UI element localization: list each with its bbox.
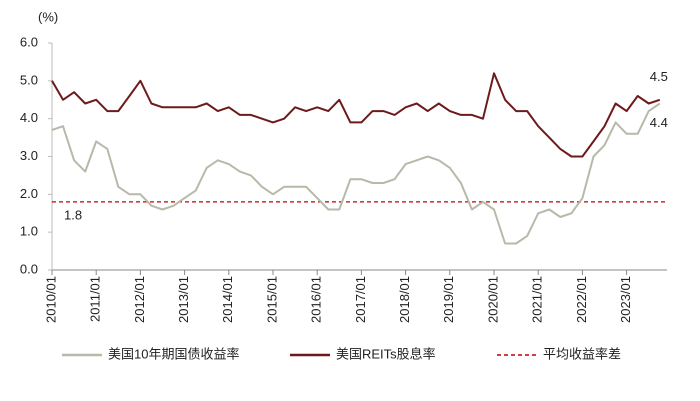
legend-label: 平均收益率差 xyxy=(543,346,621,361)
x-tick-label: 2015/01 xyxy=(264,276,279,323)
x-tick-label: 2023/01 xyxy=(618,276,633,323)
end-label: 4.4 xyxy=(650,115,668,130)
y-tick-label: 2.0 xyxy=(20,186,38,201)
end-label: 4.5 xyxy=(650,69,668,84)
y-tick-label: 5.0 xyxy=(20,72,38,87)
x-tick-label: 2016/01 xyxy=(309,276,324,323)
x-tick-label: 2019/01 xyxy=(441,276,456,323)
reference-label: 1.8 xyxy=(64,207,82,222)
y-tick-label: 6.0 xyxy=(20,34,38,49)
x-tick-label: 2010/01 xyxy=(43,276,58,323)
x-tick-label: 2013/01 xyxy=(176,276,191,323)
x-tick-label: 2022/01 xyxy=(574,276,589,323)
y-tick-label: 1.0 xyxy=(20,224,38,239)
x-tick-label: 2012/01 xyxy=(132,276,147,323)
legend-label: 美国10年期国债收益率 xyxy=(108,346,239,361)
y-tick-label: 3.0 xyxy=(20,148,38,163)
x-tick-label: 2018/01 xyxy=(397,276,412,323)
y-tick-label: 0.0 xyxy=(20,261,38,276)
x-tick-label: 2011/01 xyxy=(88,276,103,322)
x-tick-label: 2020/01 xyxy=(485,276,500,323)
x-tick-label: 2017/01 xyxy=(353,276,368,323)
legend-label: 美国REITs股息率 xyxy=(336,346,436,361)
line-series xyxy=(51,72,661,158)
line-series xyxy=(51,102,661,245)
y-axis-label: (%) xyxy=(38,9,58,24)
x-tick-label: 2021/01 xyxy=(530,276,545,323)
x-tick-label: 2014/01 xyxy=(220,276,235,323)
y-tick-label: 4.0 xyxy=(20,110,38,125)
